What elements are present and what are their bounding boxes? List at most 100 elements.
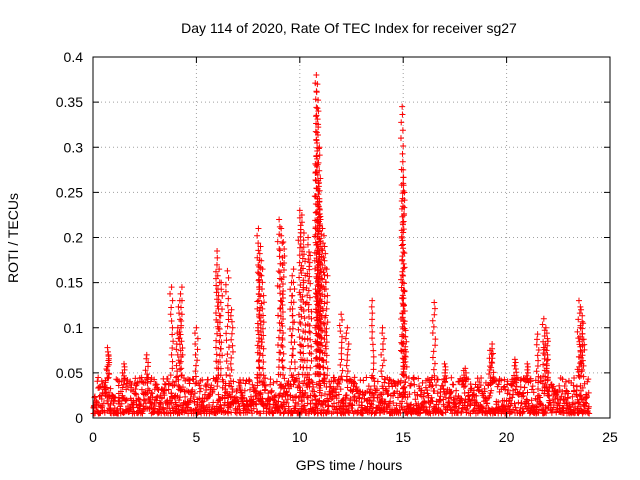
data-point	[300, 380, 307, 387]
data-point	[379, 324, 386, 331]
data-point	[314, 340, 321, 347]
data-point	[581, 341, 588, 348]
data-point	[437, 393, 444, 400]
data-point	[576, 373, 583, 380]
data-point	[189, 386, 196, 393]
data-point	[580, 336, 587, 343]
data-point	[578, 306, 585, 313]
data-point	[328, 388, 335, 395]
data-point	[246, 377, 253, 384]
data-point	[225, 316, 232, 323]
data-point	[261, 375, 268, 382]
data-point	[584, 378, 591, 385]
data-point	[168, 400, 175, 407]
data-point	[178, 322, 185, 329]
data-point	[312, 392, 319, 399]
data-point	[320, 240, 327, 247]
data-point	[123, 396, 130, 403]
data-point	[224, 323, 231, 330]
data-point	[399, 279, 406, 286]
data-point	[143, 375, 150, 382]
data-point	[482, 397, 489, 404]
data-point	[324, 407, 331, 414]
data-point	[380, 405, 387, 412]
data-point	[345, 340, 352, 347]
data-point	[400, 368, 407, 375]
data-point	[320, 357, 327, 364]
data-point	[529, 383, 536, 390]
data-point	[299, 398, 306, 405]
data-point	[279, 336, 286, 343]
data-point	[441, 391, 448, 398]
data-point	[321, 257, 328, 264]
data-point	[281, 259, 288, 266]
data-point	[477, 382, 484, 389]
data-point	[410, 376, 417, 383]
data-point	[399, 127, 406, 134]
data-point	[287, 286, 294, 293]
data-point	[338, 311, 345, 318]
data-point	[447, 389, 454, 396]
data-point	[400, 218, 407, 225]
data-point	[400, 287, 407, 294]
data-point	[576, 399, 583, 406]
data-point	[192, 368, 199, 375]
data-point	[214, 330, 221, 337]
data-point	[519, 409, 526, 416]
data-point	[290, 266, 297, 273]
data-point	[300, 307, 307, 314]
data-point	[428, 394, 435, 401]
data-point	[300, 350, 307, 357]
data-point	[288, 372, 295, 379]
data-point	[312, 324, 319, 331]
data-point	[378, 351, 385, 358]
data-point	[297, 349, 304, 356]
data-point	[225, 344, 232, 351]
data-point	[542, 324, 549, 331]
data-points	[90, 72, 593, 417]
data-point	[334, 380, 341, 387]
data-point	[214, 248, 221, 255]
data-point	[534, 362, 541, 369]
data-point	[440, 385, 447, 392]
data-point	[573, 391, 580, 398]
data-point	[554, 401, 561, 408]
data-point	[297, 240, 304, 247]
data-point	[513, 375, 520, 382]
data-point	[316, 144, 323, 151]
data-point	[192, 373, 199, 380]
data-point	[225, 295, 232, 302]
data-point	[358, 399, 365, 406]
data-point	[217, 312, 224, 319]
data-point	[448, 374, 455, 381]
data-point	[349, 407, 356, 414]
data-point	[399, 241, 406, 248]
data-point	[415, 400, 422, 407]
data-point	[140, 396, 147, 403]
data-point	[275, 398, 282, 405]
data-point	[448, 388, 455, 395]
data-point	[574, 328, 581, 335]
data-point	[300, 229, 307, 236]
data-point	[559, 376, 566, 383]
data-point	[225, 410, 232, 417]
data-point	[257, 243, 264, 250]
data-point	[318, 245, 325, 252]
data-point	[279, 364, 286, 371]
data-point	[227, 372, 234, 379]
data-point	[570, 382, 577, 389]
data-point	[429, 354, 436, 361]
data-point	[306, 371, 313, 378]
data-point	[379, 362, 386, 369]
data-point	[433, 382, 440, 389]
data-point	[285, 403, 292, 410]
data-point	[267, 381, 274, 388]
data-point	[102, 379, 109, 386]
data-point	[214, 378, 221, 385]
data-point	[296, 379, 303, 386]
data-point	[299, 335, 306, 342]
data-point	[486, 355, 493, 362]
data-point	[442, 379, 449, 386]
data-point	[260, 345, 267, 352]
